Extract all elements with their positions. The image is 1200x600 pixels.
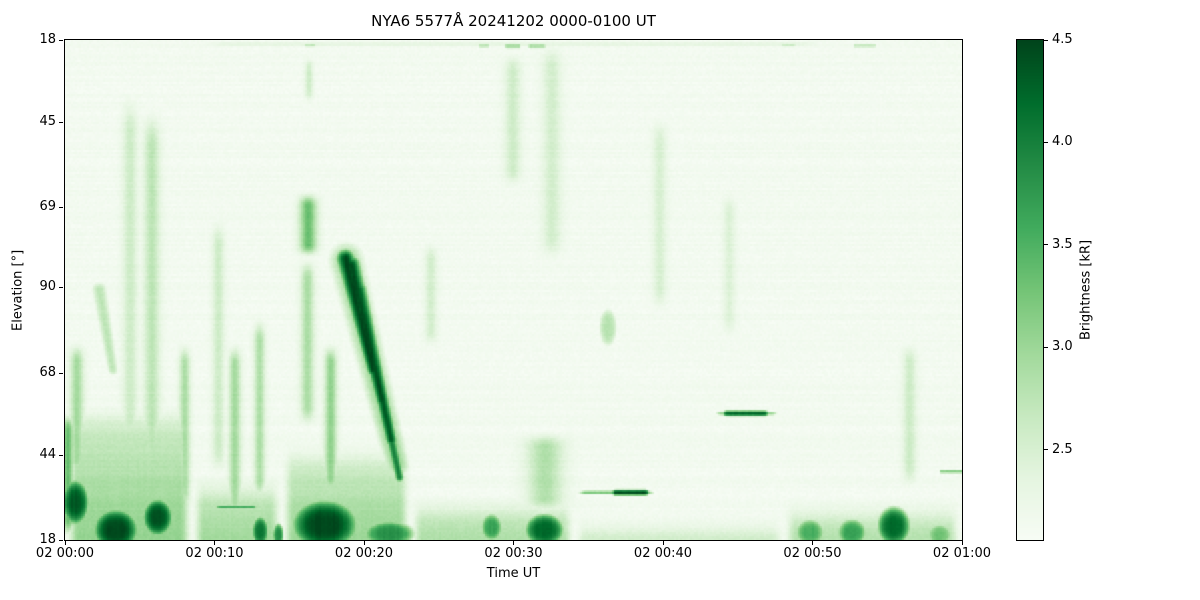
colorbar-tick-label: 3.5 [1052, 236, 1073, 252]
y-tick-mark [59, 372, 63, 374]
x-tick-label: 02 00:50 [783, 546, 842, 561]
y-tick-label: 69 [39, 199, 56, 214]
y-tick-label: 68 [39, 365, 56, 380]
x-tick-mark [64, 541, 66, 545]
x-tick-mark [513, 541, 514, 545]
y-tick-mark [59, 121, 63, 123]
x-axis-label: Time UT [486, 566, 541, 581]
colorbar-label: Brightness [kR] [1078, 239, 1094, 341]
colorbar-tick-mark [1044, 449, 1048, 451]
colorbar-tick-mark [1044, 141, 1048, 143]
colorbar-tick-label: 2.5 [1052, 441, 1073, 457]
y-tick-mark [59, 206, 63, 208]
colorbar-tick-label: 3.0 [1052, 339, 1073, 355]
y-tick-label: 18 [39, 32, 56, 47]
colorbar-tick-label: 4.0 [1052, 134, 1073, 150]
x-tick-label: 02 01:00 [932, 546, 992, 561]
y-tick-mark [59, 454, 63, 456]
y-tick-mark [59, 39, 63, 41]
x-tick-label: 02 00:10 [185, 546, 244, 561]
colorbar-tick-mark [1044, 244, 1048, 246]
x-tick-label: 02 00:20 [334, 546, 394, 561]
heatmap-canvas [65, 40, 962, 540]
y-tick-label: 18 [39, 532, 56, 547]
x-tick-mark [961, 541, 963, 545]
x-tick-mark [812, 541, 813, 545]
x-tick-label: 02 00:00 [35, 546, 95, 561]
x-tick-label: 02 00:40 [633, 546, 693, 561]
colorbar-tick-mark [1044, 39, 1048, 41]
x-tick-mark [363, 541, 365, 545]
y-tick-mark [59, 539, 63, 541]
y-tick-label: 44 [39, 447, 56, 462]
y-tick-mark [59, 286, 63, 288]
colorbar-tick-label: 4.5 [1052, 32, 1073, 47]
chart-title: NYA6 5577Å 20241202 0000-0100 UT [371, 12, 656, 30]
x-tick-mark [214, 541, 215, 545]
colorbar-tick-mark [1044, 346, 1048, 348]
y-tick-label: 90 [39, 279, 56, 294]
x-tick-label: 02 00:30 [484, 546, 543, 561]
x-tick-mark [662, 541, 664, 545]
colorbar-canvas [1017, 40, 1043, 540]
y-tick-label: 45 [39, 114, 56, 129]
y-axis-label: Elevation [°] [10, 249, 26, 331]
